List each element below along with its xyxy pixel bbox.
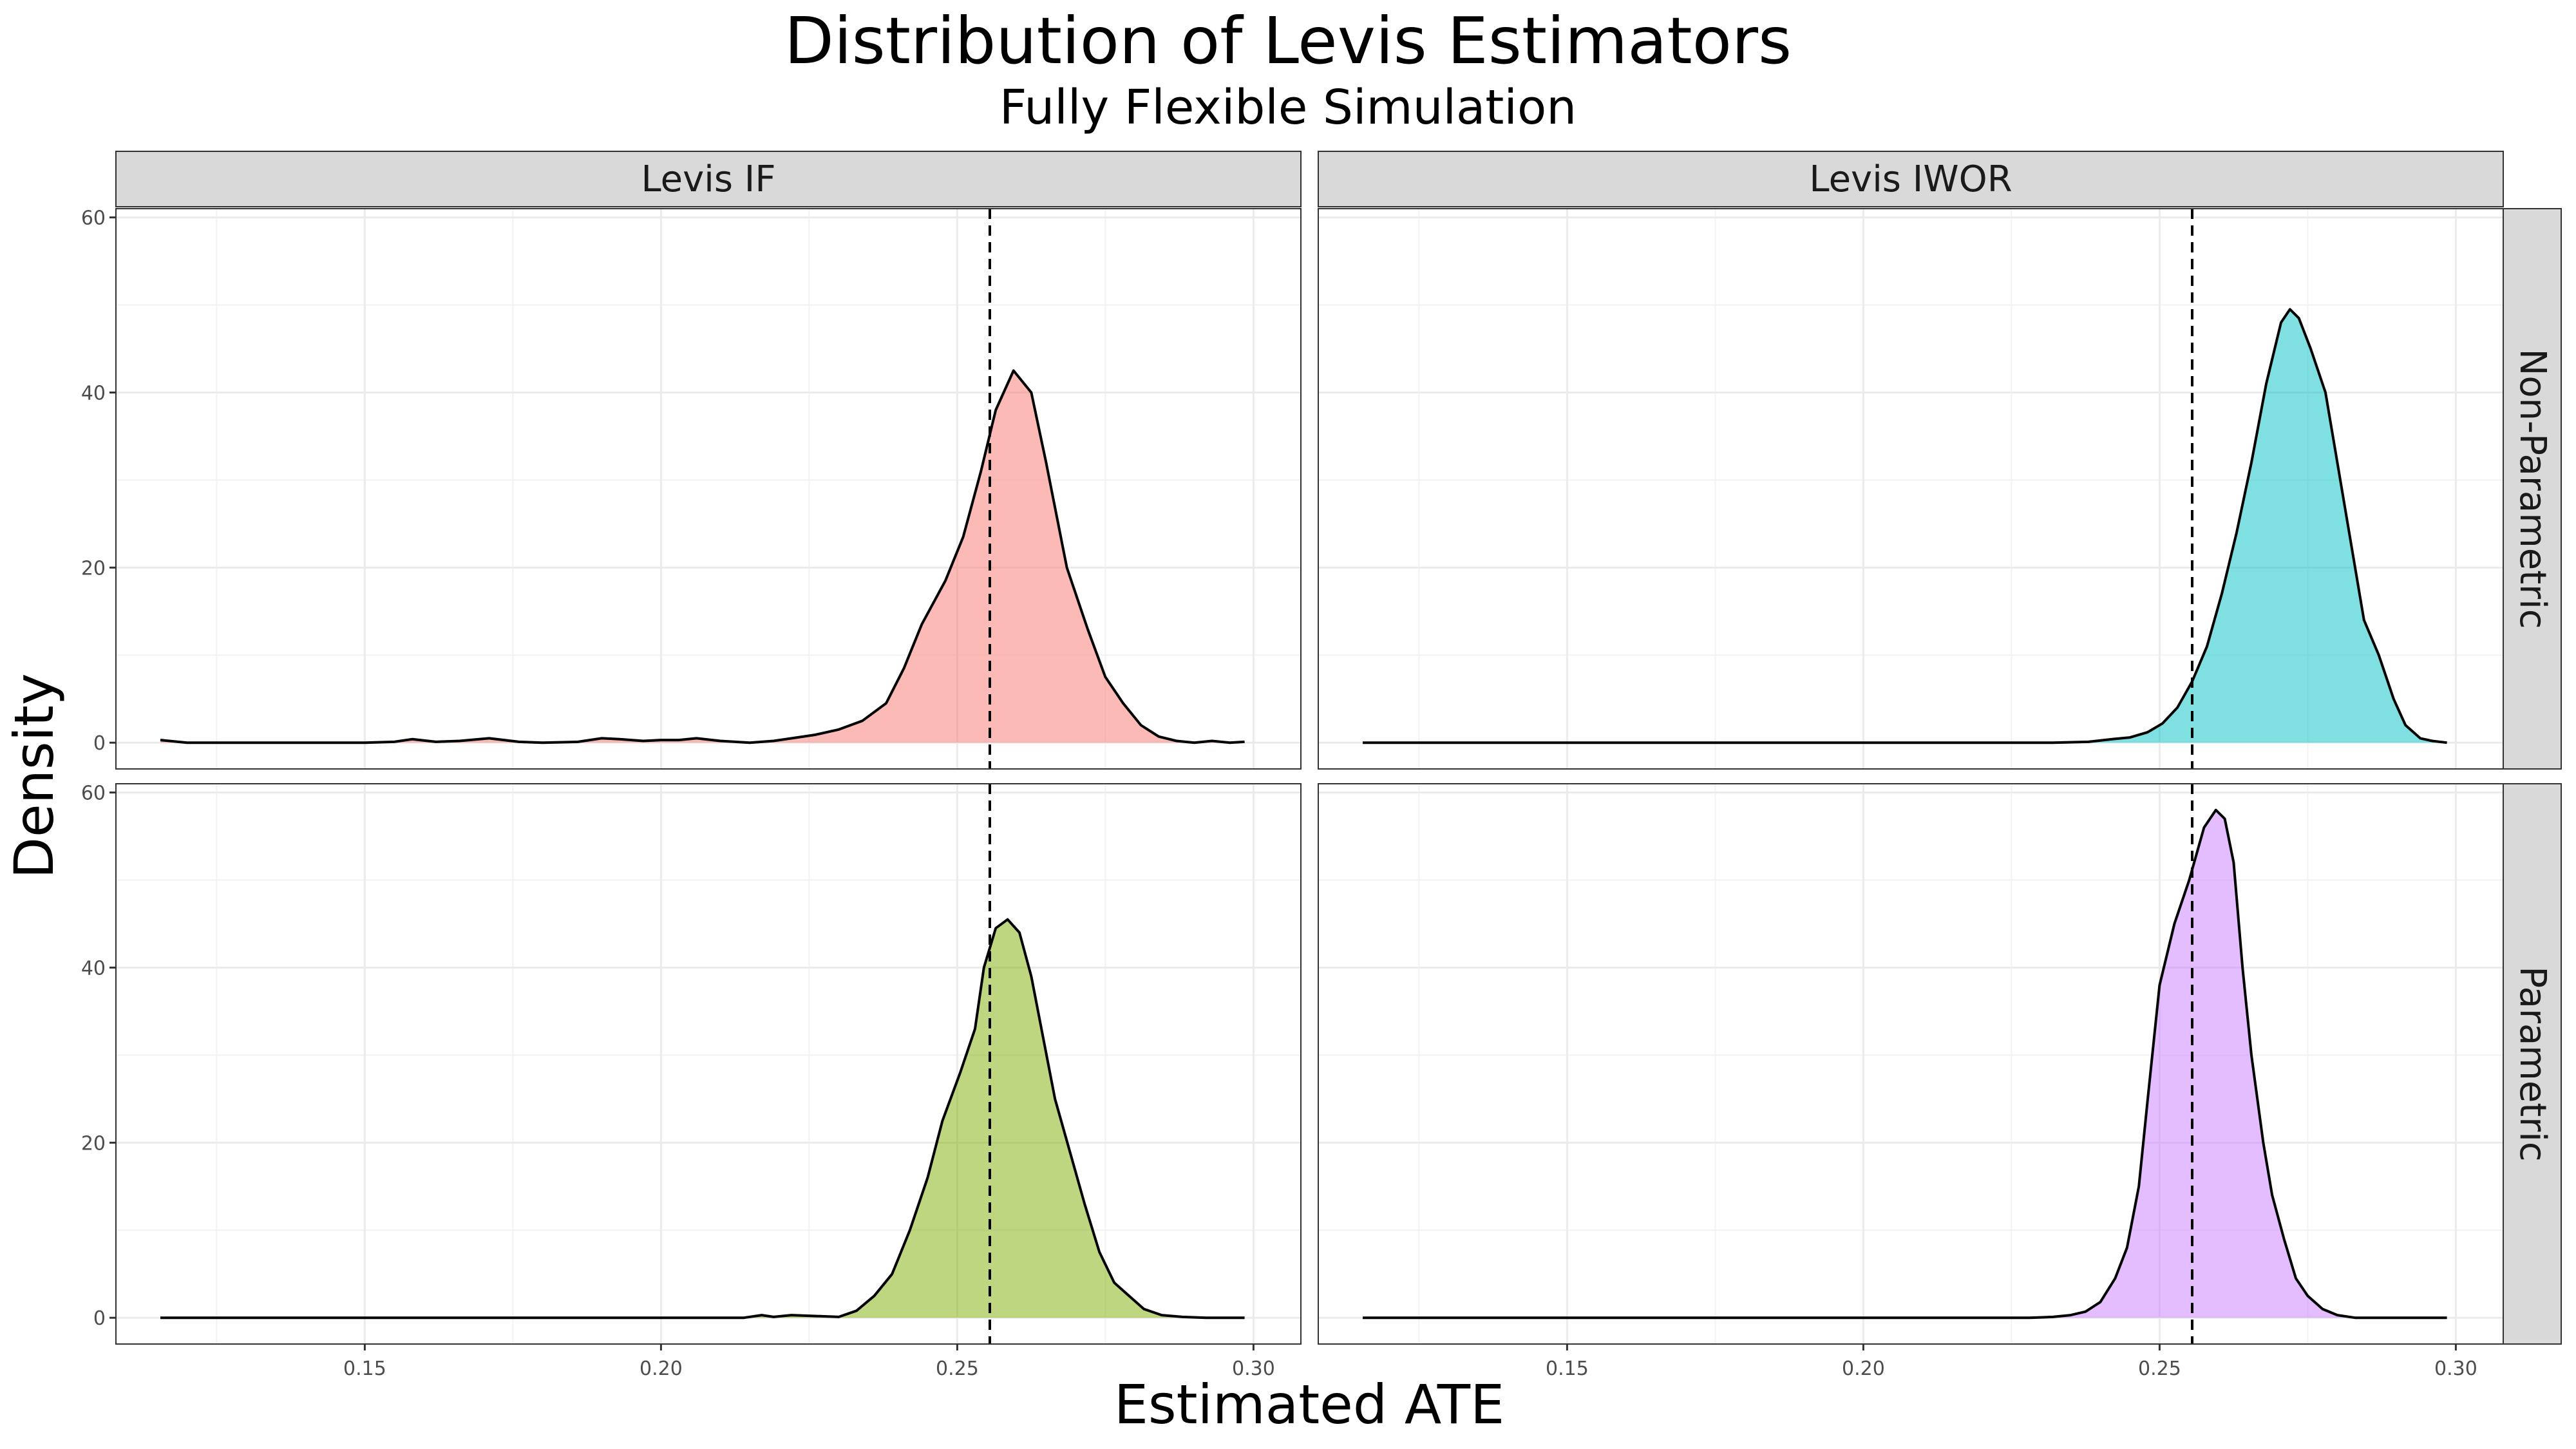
strip-col-1-label: Levis IF xyxy=(641,158,775,200)
chart-title: Distribution of Levis Estimators xyxy=(784,3,1792,79)
density-area xyxy=(160,919,1245,1318)
y-tick-label: 20 xyxy=(81,557,106,580)
density-line xyxy=(160,369,1245,744)
x-tick-label: 0.25 xyxy=(936,1358,979,1380)
y-tick-label: 60 xyxy=(81,782,106,805)
strip-row-1-label: Non-Parametric xyxy=(2512,348,2553,629)
panel-levis-if-non-parametric: 0 20 40 60 xyxy=(81,207,1302,770)
strip-col-2-label: Levis IWOR xyxy=(1809,158,2012,200)
density-line xyxy=(1363,308,2447,744)
strip-row-2 xyxy=(2503,783,2562,1345)
panel-background xyxy=(116,209,1301,769)
panel-levis-if-parametric: 0 20 40 60 0.15 0.20 0.25 0.30 xyxy=(81,782,1302,1380)
panel-levis-iwor-parametric: 0.15 0.20 0.25 0.30 xyxy=(1318,783,2504,1380)
y-tick-label: 40 xyxy=(81,382,106,404)
strip-col-2 xyxy=(1318,151,2504,207)
x-tick-label: 0.30 xyxy=(2434,1358,2477,1380)
y-tick-label: 40 xyxy=(81,957,106,980)
panel-background xyxy=(116,784,1301,1344)
panel-border xyxy=(115,208,1302,770)
x-tick-label: 0.25 xyxy=(2138,1358,2181,1380)
panel-background xyxy=(1318,784,2503,1344)
strip-col-1 xyxy=(115,151,1302,207)
x-axis-title: Estimated ATE xyxy=(1114,1373,1504,1436)
panel-levis-iwor-non-parametric xyxy=(1318,208,2504,770)
x-tick-label: 0.30 xyxy=(1232,1358,1275,1380)
y-tick-label: 0 xyxy=(93,732,106,755)
strip-row-1 xyxy=(2503,208,2562,770)
x-tick-label: 0.15 xyxy=(343,1358,386,1380)
y-tick-label: 0 xyxy=(93,1307,106,1330)
y-axis-title: Density xyxy=(3,673,66,878)
y-tick-label: 60 xyxy=(81,207,106,230)
x-tick-label: 0.15 xyxy=(1546,1358,1589,1380)
strip-row-2-label: Parametric xyxy=(2512,966,2553,1161)
chart-subtitle: Fully Flexible Simulation xyxy=(999,80,1577,135)
x-tick-label: 0.20 xyxy=(639,1358,683,1380)
density-area xyxy=(1363,309,2447,743)
density-line xyxy=(1363,808,2447,1320)
panel-border xyxy=(115,783,1302,1345)
density-line xyxy=(160,918,1245,1320)
density-area xyxy=(1363,810,2447,1318)
density-area xyxy=(160,370,1245,743)
y-tick-label: 20 xyxy=(81,1132,106,1155)
x-tick-label: 0.20 xyxy=(1842,1358,1885,1380)
